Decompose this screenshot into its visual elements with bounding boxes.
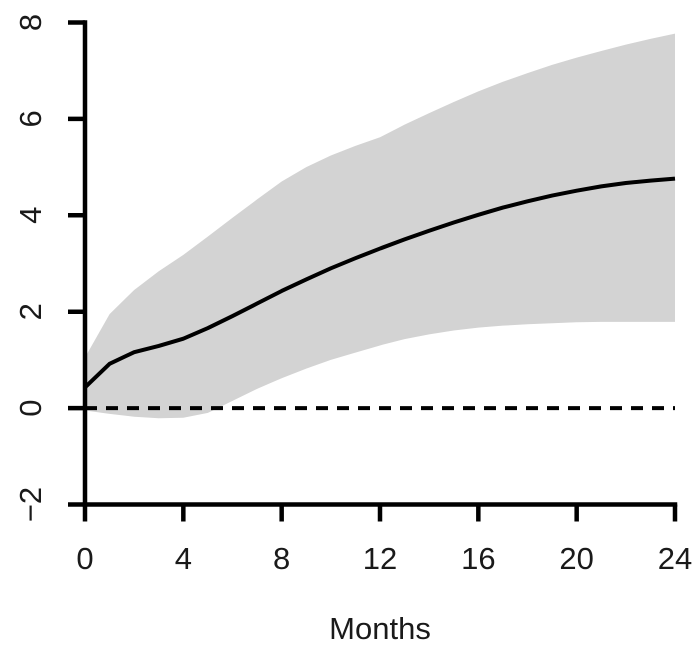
x-tick-label: 24 <box>658 541 692 576</box>
y-tick-label: 4 <box>13 207 48 224</box>
x-tick-label: 16 <box>461 541 495 576</box>
y-tick-label: 6 <box>13 110 48 127</box>
x-tick-label: 0 <box>76 541 93 576</box>
y-tick-label: 2 <box>13 303 48 320</box>
x-tick-label: 20 <box>559 541 593 576</box>
y-tick-label: 8 <box>13 14 48 31</box>
x-tick-label: 4 <box>175 541 192 576</box>
confidence-band <box>85 33 675 419</box>
x-axis-title: Months <box>329 611 431 646</box>
response-line <box>83 176 676 389</box>
x-tick-label: 8 <box>273 541 290 576</box>
x-tick-label: 12 <box>363 541 397 576</box>
y-tick-label: 0 <box>13 399 48 416</box>
y-tick-label: −2 <box>13 487 48 522</box>
